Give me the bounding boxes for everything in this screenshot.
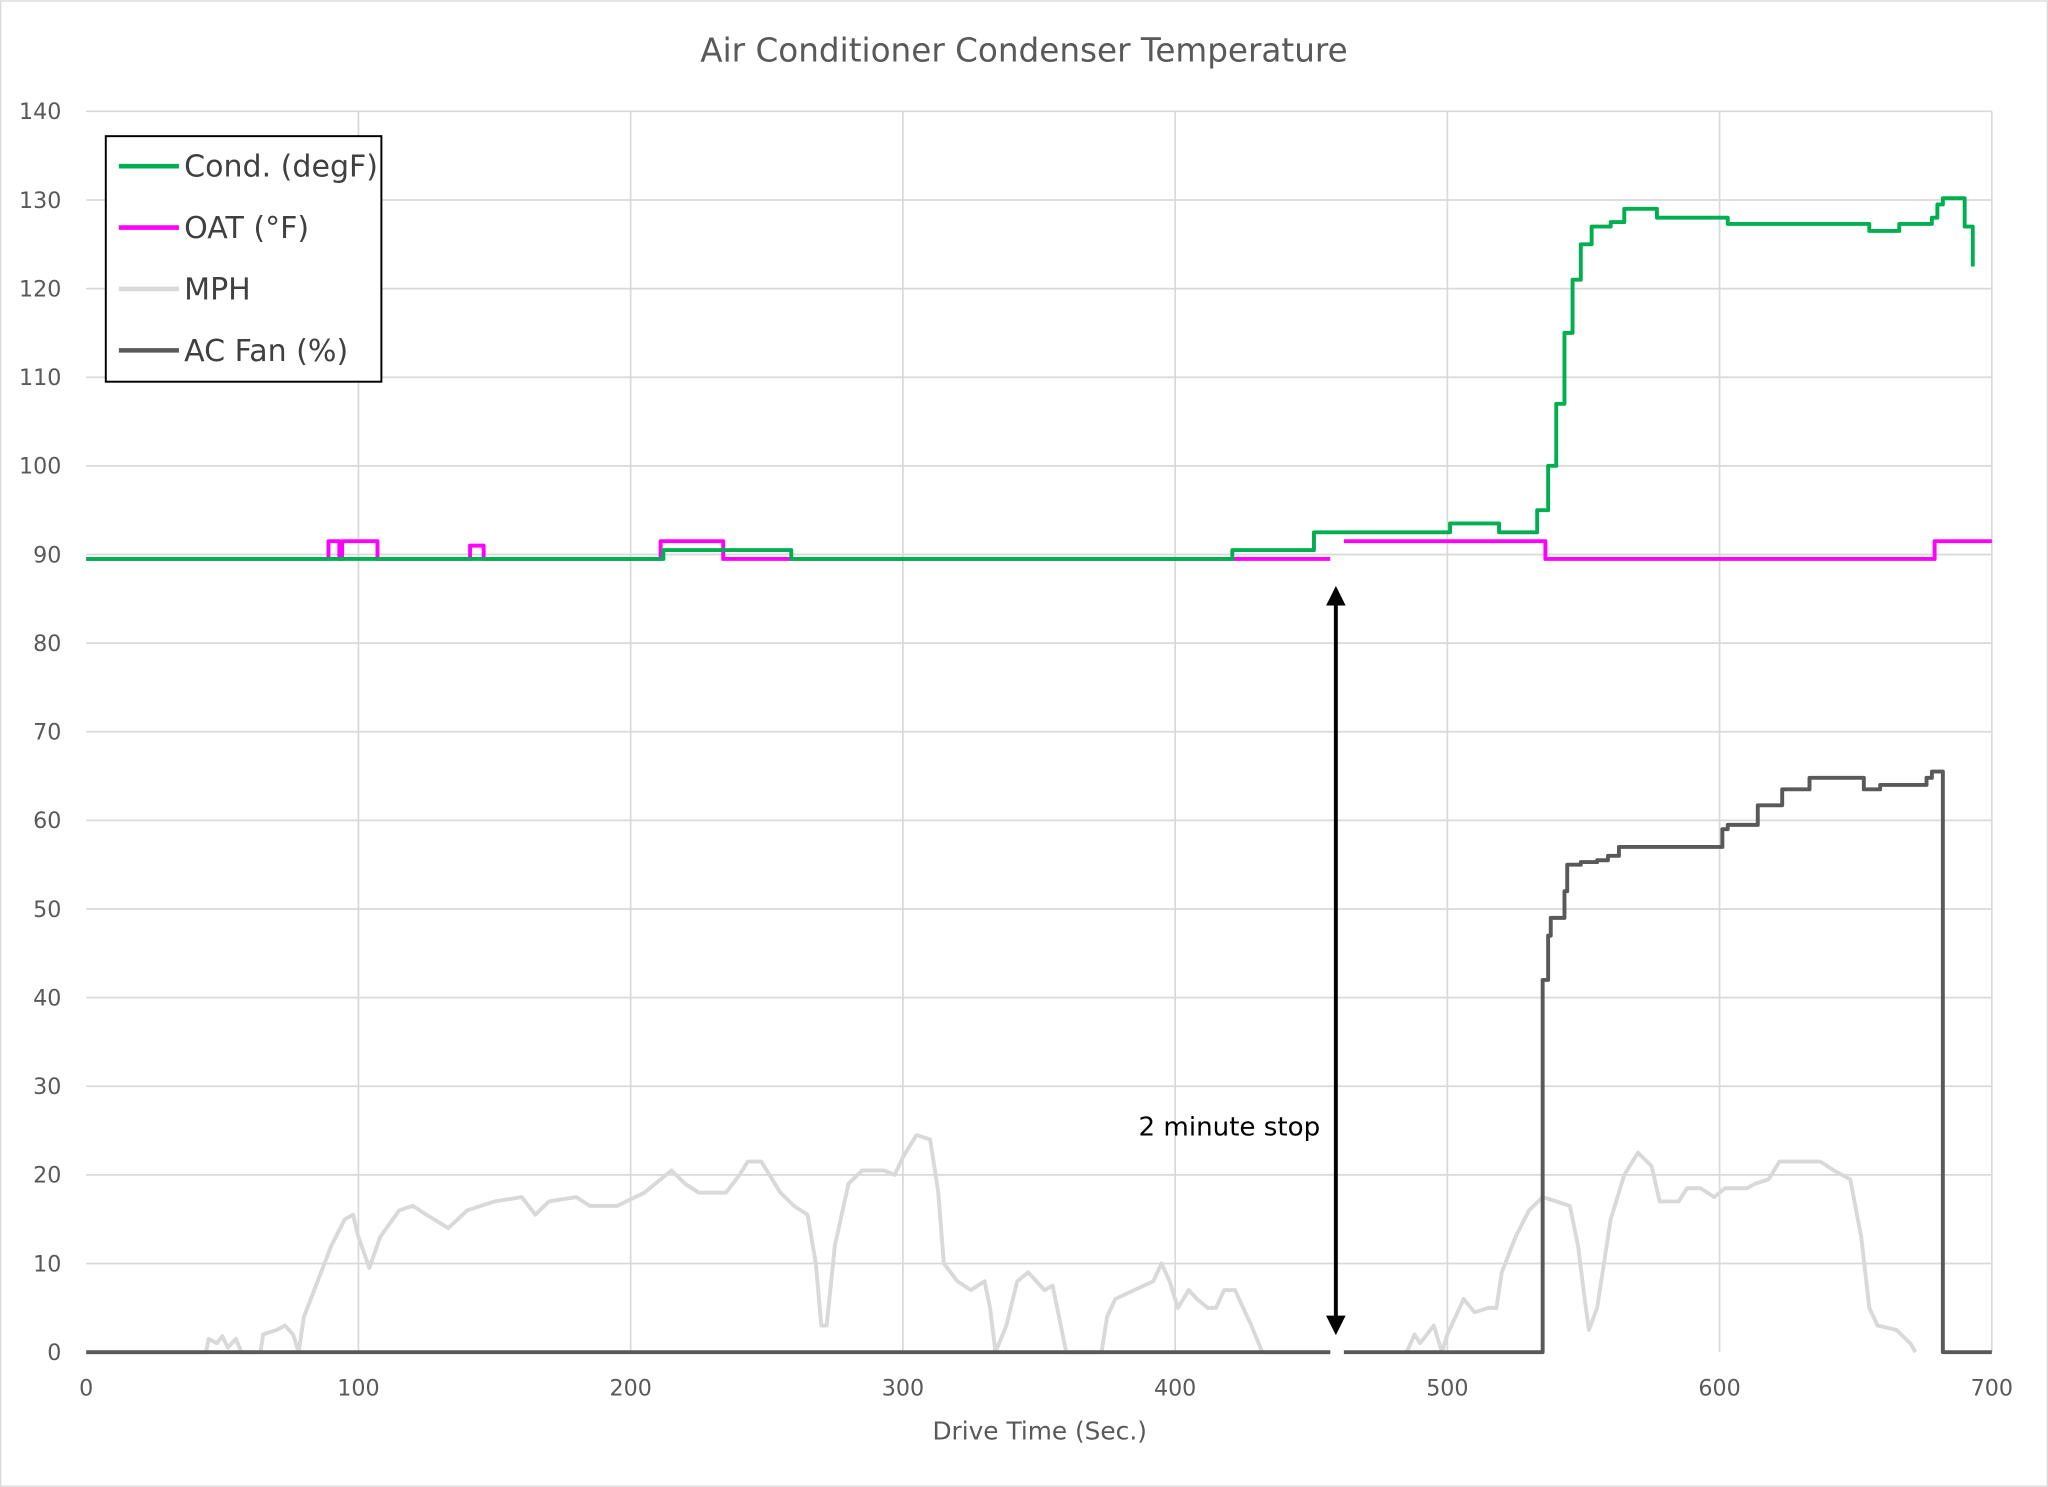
legend-label: AC Fan (%) xyxy=(184,334,348,369)
legend-label: Cond. (degF) xyxy=(184,150,378,185)
y-tick-label: 130 xyxy=(19,188,61,214)
y-tick-label: 120 xyxy=(19,276,61,302)
y-tick-label: 100 xyxy=(19,454,61,480)
x-tick-label: 500 xyxy=(1426,1375,1468,1401)
annotation-text: 2 minute stop xyxy=(1139,1112,1321,1142)
y-tick-label: 60 xyxy=(33,808,61,834)
series-line-0 xyxy=(86,196,1975,561)
legend: Cond. (degF) OAT (°F) MPH AC Fan (%) xyxy=(104,135,383,383)
chart-title: Air Conditioner Condenser Temperature xyxy=(700,32,1347,70)
y-tick-label: 90 xyxy=(33,542,61,568)
x-tick-label: 400 xyxy=(1154,1375,1196,1401)
annotation: 2 minute stop xyxy=(1139,586,1346,1336)
x-axis-ticks: 0 100 200 300 400 500 600 700 xyxy=(79,1375,2013,1401)
x-tick-label: 700 xyxy=(1971,1375,2013,1401)
x-tick-label: 200 xyxy=(609,1375,651,1401)
y-tick-label: 10 xyxy=(33,1251,61,1277)
series-lines xyxy=(86,196,1992,1355)
y-tick-label: 70 xyxy=(33,720,61,746)
y-tick-label: 20 xyxy=(33,1163,61,1189)
gridlines xyxy=(86,110,1993,1353)
series-line-3 xyxy=(86,769,1992,1355)
y-tick-label: 40 xyxy=(33,985,61,1011)
y-axis-ticks: 0 10 20 30 40 50 60 70 80 90 100 110 120 130 140 xyxy=(19,99,61,1366)
x-axis-label: Drive Time (Sec.) xyxy=(932,1417,1146,1446)
x-tick-label: 100 xyxy=(337,1375,379,1401)
legend-box xyxy=(104,135,383,383)
y-tick-label: 110 xyxy=(19,365,61,391)
x-tick-label: 300 xyxy=(882,1375,924,1401)
y-tick-label: 140 xyxy=(19,99,61,125)
y-tick-label: 80 xyxy=(33,631,61,657)
x-tick-label: 0 xyxy=(79,1375,93,1401)
y-tick-label: 30 xyxy=(33,1074,61,1100)
legend-label: MPH xyxy=(184,272,251,307)
x-tick-label: 600 xyxy=(1698,1375,1740,1401)
series-line-2 xyxy=(86,1133,1918,1355)
y-tick-label: 0 xyxy=(47,1340,61,1366)
y-tick-label: 50 xyxy=(33,897,61,923)
legend-label: OAT (°F) xyxy=(184,211,309,246)
